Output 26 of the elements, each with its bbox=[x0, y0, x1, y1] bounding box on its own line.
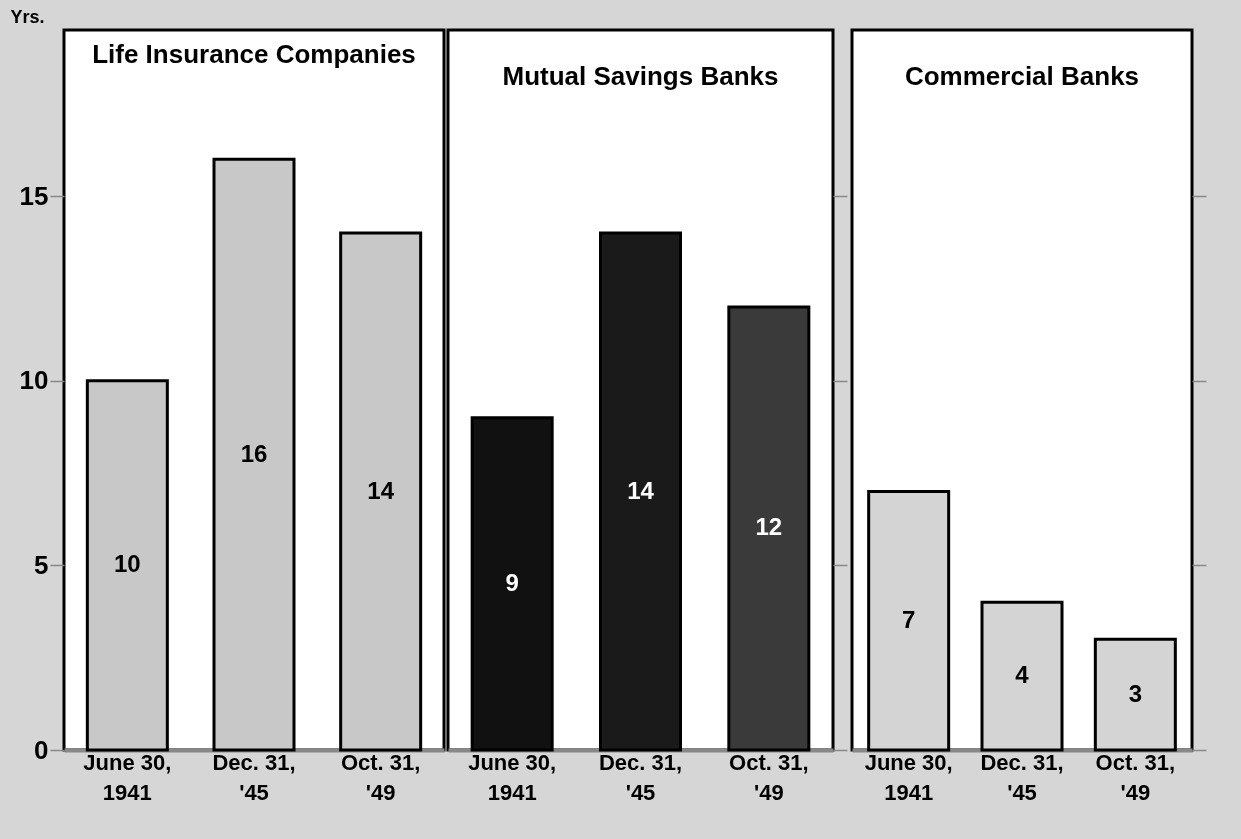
x-tick-label: Dec. 31, '45 bbox=[980, 749, 1064, 805]
data-label: 9 bbox=[505, 568, 519, 596]
text: Mutual Savings Banks bbox=[502, 61, 779, 91]
x-tick-label: June 30, 1941 bbox=[864, 749, 953, 805]
data-label: 14 bbox=[627, 476, 655, 504]
x-tick-label: Oct. 31, '49 bbox=[1095, 749, 1176, 805]
x-tick-label: Dec. 31, '45 bbox=[598, 749, 683, 805]
data-label: 7 bbox=[901, 605, 916, 633]
x-tick-label: Oct. 31, '49 bbox=[729, 749, 809, 805]
y-axis-title: Yrs. bbox=[10, 6, 45, 27]
y-tick-label: 15 bbox=[19, 180, 49, 211]
y-tick-label: 0 bbox=[34, 734, 49, 765]
x-tick-label: June 30, 1941 bbox=[468, 749, 557, 805]
data-label: 12 bbox=[755, 513, 783, 541]
data-label: 16 bbox=[240, 439, 268, 467]
data-label: 4 bbox=[1015, 661, 1030, 689]
data-label: 14 bbox=[367, 476, 395, 504]
y-tick-label: 5 bbox=[34, 549, 49, 580]
x-tick-label: Oct. 31, '49 bbox=[340, 749, 421, 805]
x-tick-label: June 30, 1941 bbox=[83, 749, 172, 805]
text: Commercial Banks bbox=[904, 61, 1140, 91]
data-label: 10 bbox=[113, 550, 141, 578]
y-tick-label: 10 bbox=[19, 365, 49, 396]
chart-title: Life Insurance Companies bbox=[92, 39, 416, 69]
x-tick-label: Dec. 31, '45 bbox=[212, 749, 296, 805]
data-label: 3 bbox=[1128, 679, 1143, 707]
